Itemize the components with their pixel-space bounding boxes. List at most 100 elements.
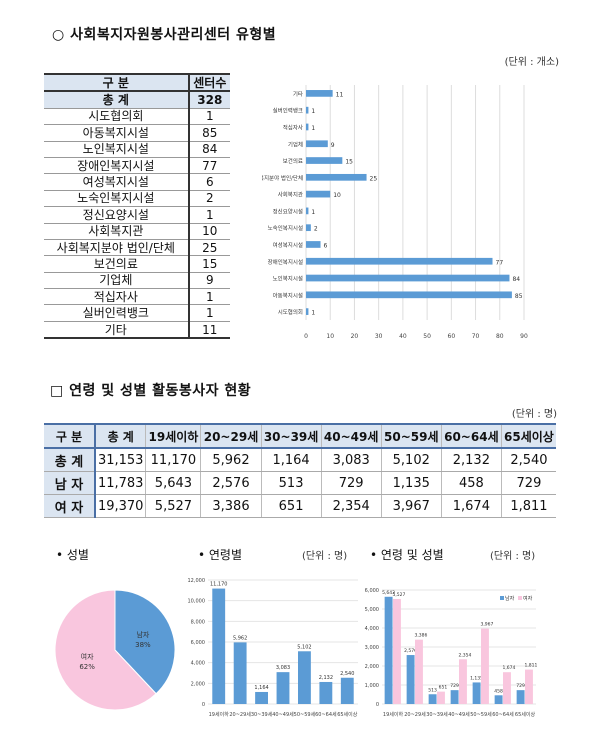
x-tick-label: 50 — [423, 333, 431, 340]
value-cell: 5,962 — [200, 448, 262, 472]
category-label: 사회복지관 — [278, 191, 303, 199]
table-row: 노인복지시설 84 — [44, 141, 230, 158]
value-cell: 1,811 — [500, 494, 556, 518]
bar — [319, 681, 333, 704]
y-tick-label: 1,000 — [365, 683, 379, 689]
x-tick-label: 30 — [375, 333, 383, 340]
count-cell: 10 — [187, 223, 230, 240]
category-label: 19세이하 — [209, 711, 230, 718]
data-label: 11 — [336, 91, 344, 98]
bar — [233, 642, 247, 704]
data-label: 5,527 — [393, 592, 406, 598]
column-header: 구 분 — [44, 72, 189, 93]
category-label: 장애인복지시설 — [268, 258, 303, 266]
value-cell: 3,083 — [320, 448, 382, 472]
category-label: 기타 — [293, 90, 303, 98]
category-cell: 정신요양시설 — [44, 206, 189, 224]
count-cell: 1 — [187, 108, 230, 126]
x-tick-label: 40 — [399, 333, 407, 340]
data-label: 1,135 — [470, 675, 483, 681]
bar-남자 — [384, 596, 393, 704]
data-label: 5,962 — [233, 635, 247, 641]
gender-chart-label: • 성별 — [56, 548, 89, 562]
bar-여자 — [393, 598, 401, 704]
value-cell: 2,354 — [320, 494, 382, 518]
pie-slice-여자 — [54, 589, 157, 711]
center-type-table: 구 분 센터수 총 계 328 시도협의회 1 아동복지시설 85 노인복지시설 84 장애인복지시… — [44, 72, 230, 340]
count-cell: 2 — [187, 190, 230, 208]
table-row: 남 자 11,783 5,643 2,576 513 729 1,135 458 729 — [44, 471, 556, 495]
data-label: 513 — [428, 687, 437, 693]
bar — [306, 90, 333, 97]
data-label: 9 — [331, 142, 335, 149]
age-gender-chart-label: • 연령 및 성별 — [370, 548, 444, 562]
data-label: 3,967 — [481, 622, 494, 628]
count-cell: 85 — [187, 124, 230, 142]
row-header: 여 자 — [44, 494, 96, 518]
data-label: 5,102 — [297, 644, 311, 650]
bar — [255, 691, 268, 704]
bar — [306, 241, 321, 248]
y-tick-label: 8,000 — [191, 619, 205, 625]
data-label: 25 — [370, 175, 378, 182]
category-label: 20~29세 — [229, 711, 251, 718]
value-cell: 1,164 — [260, 448, 322, 472]
category-label: 기업체 — [288, 140, 303, 148]
bar-남자 — [494, 695, 503, 704]
circle-bullet-icon: ○ — [52, 27, 65, 43]
table-row: 사회복지분야 법인/단체 25 — [44, 239, 230, 257]
column-header: 65세이상 — [500, 423, 556, 449]
value-cell: 2,540 — [500, 448, 556, 472]
value-cell: 1,135 — [380, 471, 442, 495]
value-cell: 1,674 — [440, 494, 502, 518]
y-tick-label: 0 — [376, 702, 379, 708]
section2-unit: (단위 : 명) — [511, 409, 557, 420]
category-label: 실버인력뱅크 — [273, 107, 303, 115]
bar-여자 — [459, 659, 467, 704]
category-label: 20~29세 — [404, 711, 426, 718]
table-row: 사회복지관 10 — [44, 223, 230, 240]
table-row: 기업체 9 — [44, 272, 230, 290]
section2-title: 연령 및 성별 활동봉사자 현황 — [69, 383, 252, 399]
data-label: 1 — [311, 125, 315, 132]
data-label: 2 — [314, 226, 318, 233]
y-tick-label: 4,000 — [191, 661, 205, 667]
table-row: 정신요양시설 1 — [44, 206, 230, 224]
category-label: 65세이상 — [515, 711, 536, 718]
category-cell: 여성복지시설 — [44, 173, 189, 191]
data-label: 2,132 — [319, 675, 333, 681]
x-tick-label: 70 — [472, 333, 480, 340]
age-gender-chart-unit: (단위 : 명) — [490, 551, 536, 562]
data-label: 2,576 — [404, 648, 417, 654]
column-header: 50~59세 — [380, 423, 442, 449]
category-cell: 시도협의회 — [44, 108, 189, 126]
table-row: 실버인력뱅크 1 — [44, 304, 230, 322]
category-cell: 총 계 — [44, 91, 189, 109]
count-cell: 15 — [187, 255, 230, 273]
category-label: 30~39세 — [426, 711, 448, 718]
category-label: 여성복지시설 — [273, 241, 303, 249]
age-gender-bar-chart: 0 1,000 2,000 3,000 4,000 5,000 6,000 19세이하 20~2… — [365, 588, 538, 718]
bar — [306, 274, 510, 282]
age-chart-label: • 연령별 — [198, 548, 243, 562]
count-cell: 1 — [187, 304, 230, 322]
category-cell: 노인복지시설 — [44, 141, 189, 158]
bar — [306, 190, 331, 198]
section1-unit: (단위 : 개소) — [504, 57, 559, 68]
category-label: 보건의료 — [283, 158, 303, 165]
bar — [306, 207, 309, 215]
category-label: 19세이하 — [383, 711, 404, 718]
legend-label: 남자 — [505, 595, 515, 602]
count-cell: 328 — [187, 91, 230, 109]
table-row: 적십자사 1 — [44, 288, 230, 306]
data-label: 3,083 — [276, 665, 290, 671]
column-header: 40~49세 — [320, 423, 382, 449]
bar — [306, 123, 309, 131]
y-tick-label: 6,000 — [365, 588, 379, 594]
count-cell: 25 — [187, 239, 230, 257]
category-cell: 아동복지시설 — [44, 124, 189, 142]
bar-여자 — [525, 669, 533, 704]
data-label: 1 — [311, 209, 315, 216]
category-label: 적십자사 — [283, 123, 303, 131]
legend-swatch — [500, 596, 504, 600]
